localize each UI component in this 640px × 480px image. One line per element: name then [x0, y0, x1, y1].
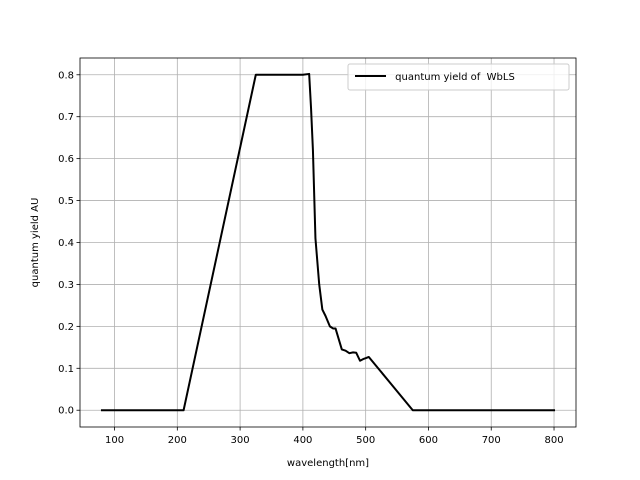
y-tick-label: 0.2 [58, 322, 74, 333]
x-tick-label: 600 [419, 435, 438, 446]
y-tick-label: 0.5 [58, 196, 74, 207]
y-tick-label: 0.4 [58, 238, 74, 249]
x-tick-label: 100 [105, 435, 124, 446]
x-tick-label: 300 [231, 435, 250, 446]
legend-box [347, 63, 570, 91]
x-tick-label: 800 [544, 435, 563, 446]
x-tick-label: 200 [168, 435, 187, 446]
y-tick-label: 0.1 [58, 364, 74, 375]
x-tick-label: 500 [356, 435, 375, 446]
x-axis-label: wavelength[nm] [287, 458, 369, 469]
legend: quantum yield of WbLS [347, 63, 570, 91]
y-tick-label: 0.7 [58, 112, 74, 123]
y-tick-label: 0.8 [58, 70, 74, 81]
legend-label: quantum yield of WbLS [392, 72, 515, 83]
series-layer [100, 72, 556, 412]
y-tick-label: 0.3 [58, 280, 74, 291]
y-tick-label: 0.0 [58, 406, 74, 417]
x-tick-label: 700 [482, 435, 501, 446]
x-tick-label: 400 [293, 435, 312, 446]
y-tick-label: 0.6 [58, 154, 74, 165]
ticks: 100 200 300 400 500 600 700 800 0.0 0.1 0.2 0.3 0.4 0… [58, 70, 563, 446]
y-axis-label: quantum yield AU [30, 198, 41, 288]
series-line [100, 72, 556, 412]
